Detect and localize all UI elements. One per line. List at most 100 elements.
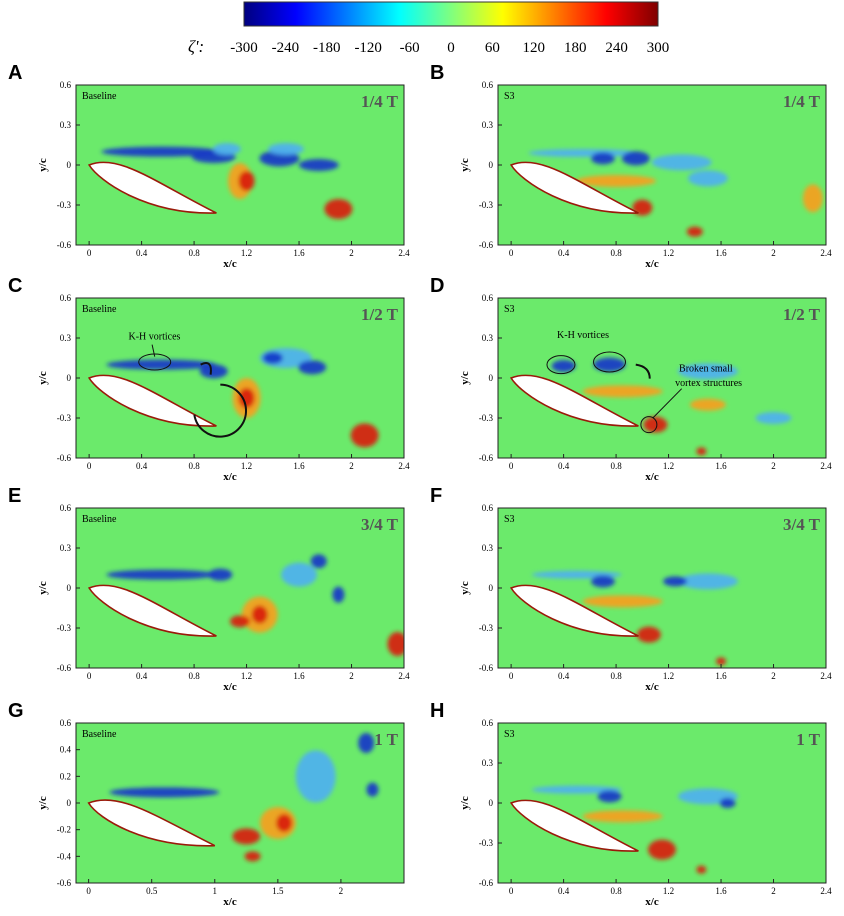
x-tick-label: 1.6 <box>293 248 305 258</box>
y-tick-label: 0 <box>489 160 494 170</box>
vortex-blob <box>298 159 339 171</box>
x-tick-label: 0 <box>87 671 92 681</box>
vortex-blob <box>677 573 738 590</box>
phase-label: 1/2 T <box>361 305 399 324</box>
vortex-blob <box>648 839 676 860</box>
vortex-blob <box>621 151 650 166</box>
x-tick-label: 0.5 <box>146 886 158 896</box>
flow-arrow <box>200 362 212 375</box>
colorbar-tick-label: -240 <box>272 40 300 56</box>
x-tick-label: 0.8 <box>610 886 622 896</box>
x-axis-label: x/c <box>223 681 237 693</box>
colorbar-tick-label: -300 <box>230 40 258 56</box>
y-tick-label: -0.6 <box>57 878 72 888</box>
vortex-blob <box>208 568 233 581</box>
vortex-blob <box>262 352 283 364</box>
x-tick-label: 2 <box>771 671 776 681</box>
x-tick-label: 0.4 <box>136 461 148 471</box>
airfoil <box>87 374 217 427</box>
vortex-blob <box>106 569 217 580</box>
y-tick-label: 0.3 <box>482 120 494 130</box>
y-tick-label: -0.3 <box>57 413 72 423</box>
panel-letter: H <box>430 700 445 722</box>
annotation-text: K-H vortices <box>128 331 180 342</box>
vortex-blob <box>593 357 626 372</box>
y-tick-label: 0.6 <box>60 293 72 303</box>
x-tick-label: 0.8 <box>610 248 622 258</box>
x-tick-label: 0 <box>87 461 92 471</box>
vortex-blob <box>324 199 353 219</box>
y-tick-label: -0.4 <box>57 851 72 861</box>
x-tick-label: 2.4 <box>398 248 410 258</box>
vortex-blob <box>387 632 404 656</box>
vortex-blob <box>663 576 688 587</box>
field-background <box>76 508 404 668</box>
panel-letter: A <box>8 62 23 84</box>
y-tick-label: -0.6 <box>479 453 494 463</box>
x-tick-label: 0 <box>87 248 92 258</box>
x-axis-label: x/c <box>223 896 237 908</box>
case-label: S3 <box>504 729 515 740</box>
x-tick-label: 0 <box>509 886 514 896</box>
x-tick-label: 1.5 <box>272 886 284 896</box>
x-axis-label: x/c <box>223 258 237 270</box>
y-tick-label: 0.4 <box>60 745 72 755</box>
x-tick-label: 0 <box>509 248 514 258</box>
phase-label: 1/4 T <box>361 92 399 111</box>
annotation-text: Broken small <box>679 363 733 374</box>
x-tick-label: 2.4 <box>820 886 832 896</box>
vortex-blob <box>719 798 736 808</box>
colorbar-label: ζ': <box>188 37 204 56</box>
field-background <box>498 298 826 458</box>
vorticity-structures <box>531 785 738 874</box>
case-label: Baseline <box>82 514 117 525</box>
colorbar-ticks: -300 -240 -180 -120 -60 0 60 120 180 240 300 <box>230 40 669 56</box>
y-tick-label: 0 <box>67 160 72 170</box>
x-axis-label: x/c <box>645 896 659 908</box>
vortex-blob <box>716 657 727 666</box>
panel-letter: F <box>430 485 443 507</box>
annotation-ellipse <box>546 355 576 375</box>
x-tick-label: 2 <box>349 248 354 258</box>
y-tick-label: -0.3 <box>479 838 494 848</box>
vortex-blob <box>531 785 622 794</box>
flow-arrow <box>193 383 247 438</box>
x-tick-label: 0.8 <box>188 248 200 258</box>
vortex-blob <box>802 184 823 213</box>
colorbar-tick-label: 0 <box>447 40 455 56</box>
x-tick-label: 1.6 <box>293 461 305 471</box>
vorticity-structures <box>106 348 379 448</box>
y-tick-label: 0 <box>489 583 494 593</box>
y-tick-label: 0 <box>489 373 494 383</box>
vortex-blob <box>689 398 726 411</box>
x-tick-label: 2 <box>349 671 354 681</box>
case-label: S3 <box>504 514 515 525</box>
x-tick-label: 2 <box>339 886 344 896</box>
vortex-blob <box>643 416 668 433</box>
vortex-blob <box>651 154 712 171</box>
phase-label: 1 T <box>374 730 398 749</box>
colorbar: ζ': -300 -240 -180 -120 -60 0 60 120 180 240 300 <box>188 1 669 56</box>
x-tick-label: 1.2 <box>663 461 674 471</box>
y-tick-label: -0.3 <box>479 623 494 633</box>
panel-letter: E <box>8 485 22 507</box>
y-tick-label: -0.6 <box>57 240 72 250</box>
annotation-leader <box>652 388 683 419</box>
x-tick-label: 0.4 <box>558 461 570 471</box>
vortex-blob <box>109 787 220 798</box>
vortex-blob <box>101 146 222 157</box>
vortex-blob <box>528 149 639 157</box>
vortex-blob <box>267 143 304 155</box>
y-tick-label: 0.6 <box>482 293 494 303</box>
vorticity-panel-f: F 0 0.4 0.8 1.2 1.6 2 2.4 0.6 0.3 0 -0.3 -0.6 x/c y/c S… <box>422 483 844 695</box>
vorticity-structures <box>106 554 404 656</box>
x-tick-label: 1.2 <box>241 461 252 471</box>
x-tick-label: 2.4 <box>398 671 410 681</box>
case-label: Baseline <box>82 729 117 740</box>
colorbar-tick-label: 300 <box>647 40 670 56</box>
airfoil <box>509 374 639 427</box>
y-axis-label: y/c <box>37 371 49 385</box>
x-tick-label: 1.6 <box>715 248 727 258</box>
x-tick-label: 0.8 <box>610 671 622 681</box>
contour-plot: 0 0.5 1 1.5 2 0.6 0.4 0.2 0 -0.2 -0.4 -0.6 x/c y/c Bas… <box>37 718 405 908</box>
